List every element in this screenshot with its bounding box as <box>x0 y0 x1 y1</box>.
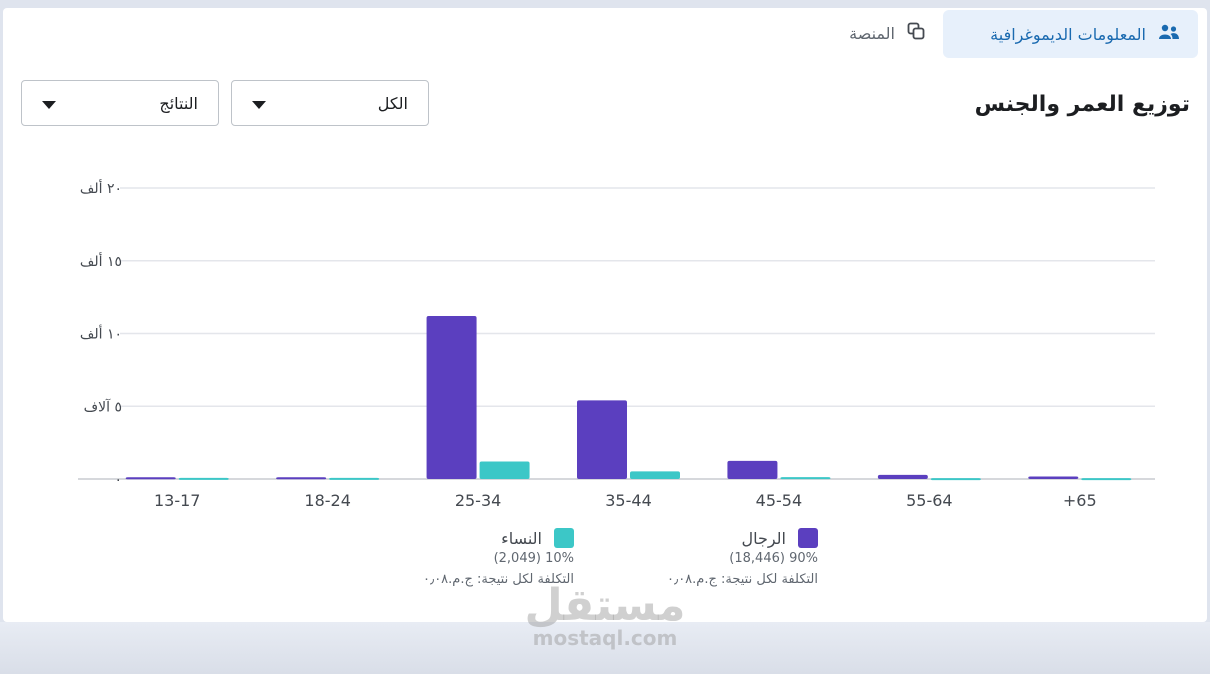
legend-women-cost: التكلفة لكل نتيجة: ج.م.٠٫٠٨ <box>423 572 574 587</box>
y-tick-label: ١٥ ألف <box>80 252 122 270</box>
metric-value: النتائج <box>159 93 198 113</box>
y-tick-label: ١٠ ألف <box>80 325 122 343</box>
bar-men <box>426 316 477 479</box>
x-tick-label: 18-24 <box>304 491 351 510</box>
legend-men-name: الرجال <box>741 528 786 548</box>
bar-women <box>479 461 530 479</box>
metric-dropdown[interactable]: النتائج <box>21 80 219 126</box>
copy-icon <box>907 22 925 44</box>
legend-men-cost: التكلفة لكل نتيجة: ج.م.٠٫٠٨ <box>667 572 818 587</box>
gender-filter-value: الكل <box>377 93 408 113</box>
tab-demographics-label: المعلومات الديموغرافية <box>990 24 1146 44</box>
bar-women <box>780 477 831 480</box>
x-tick-label: 25-34 <box>455 491 502 510</box>
x-tick-label: 13-17 <box>154 491 201 510</box>
legend-women[interactable]: النساء 10% (2,049) التكلفة لكل نتيجة: ج.… <box>374 528 574 590</box>
x-tick-label: +65 <box>1063 491 1097 510</box>
chart-title: توزيع العمر والجنس <box>974 92 1190 117</box>
y-tick-label: ٠ <box>114 472 122 488</box>
bar-women <box>1081 478 1132 481</box>
bar-men <box>1028 476 1079 479</box>
bar-women <box>178 477 229 480</box>
bar-men <box>577 400 627 479</box>
legend-men[interactable]: الرجال 90% (18,446) التكلفة لكل نتيجة: ج… <box>618 528 818 590</box>
people-icon <box>1158 24 1180 44</box>
x-tick-label: 55-64 <box>906 491 953 510</box>
bar-men <box>276 477 327 480</box>
legend-women-name: النساء <box>501 528 542 548</box>
legend-men-share: 90% (18,446) <box>729 551 818 566</box>
bar-women <box>930 478 981 481</box>
y-tick-label: ٥ آلاف <box>84 398 122 415</box>
gender-filter-dropdown[interactable]: الكل <box>231 80 429 126</box>
bar-women <box>630 471 680 479</box>
x-tick-label: 35-44 <box>605 491 652 510</box>
caret-down-icon <box>42 94 56 113</box>
bar-men <box>125 477 176 480</box>
x-tick-label: 45-54 <box>756 491 803 510</box>
tab-demographics[interactable]: المعلومات الديموغرافية <box>943 10 1198 58</box>
y-tick-label: ٢٠ ألف <box>80 179 122 197</box>
women-swatch <box>554 528 574 548</box>
legend-women-share: 10% (2,049) <box>493 551 574 566</box>
bottom-strip <box>0 622 1210 674</box>
men-swatch <box>798 528 818 548</box>
tab-platform[interactable]: المنصة <box>849 18 925 48</box>
bar-men <box>877 474 928 479</box>
bar-men <box>727 460 778 479</box>
caret-down-icon <box>252 94 266 113</box>
bar-women <box>329 477 380 480</box>
tab-platform-label: المنصة <box>849 23 895 43</box>
